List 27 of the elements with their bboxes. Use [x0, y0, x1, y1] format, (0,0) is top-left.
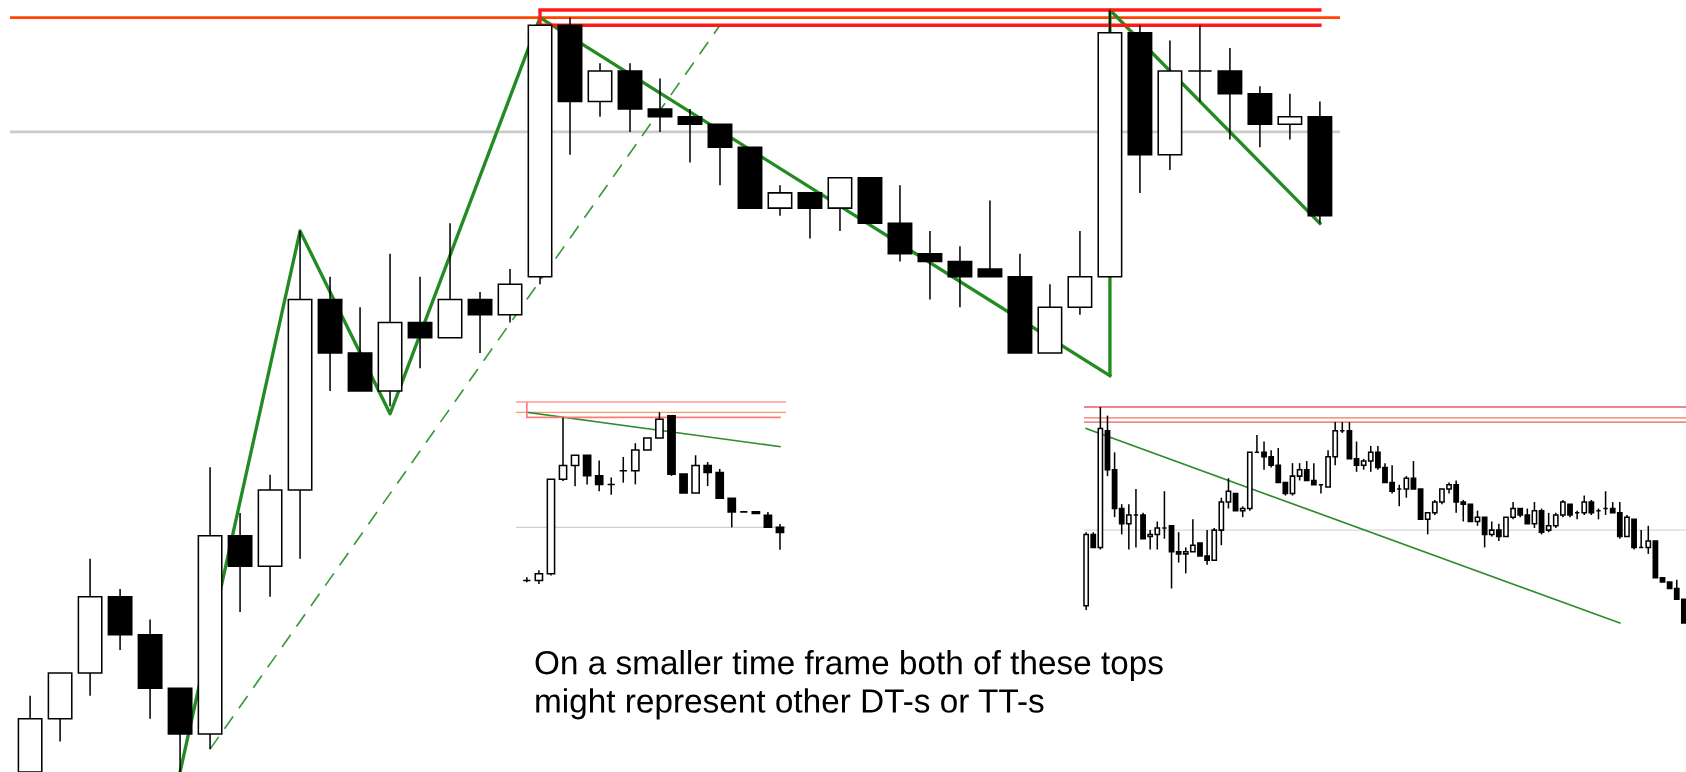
candlestick: [594, 459, 604, 493]
candlestick: [1353, 440, 1360, 473]
candlestick: [407, 275, 433, 369]
candlestick: [917, 230, 943, 301]
candlestick: [655, 411, 664, 439]
candlestick: [767, 184, 793, 217]
candlestick: [977, 199, 1003, 278]
candlestick: [467, 291, 493, 354]
candlestick: [947, 245, 973, 308]
candlestick: [727, 497, 737, 529]
candlestick: [570, 454, 580, 487]
candlestick: [679, 473, 688, 494]
candlestick: [647, 77, 673, 133]
candlestick: [703, 461, 713, 487]
candlestick: [630, 442, 640, 486]
annotation: On a smaller time frame both of these tops might represent other DT-s or TT-s: [535, 650, 1163, 720]
candlestick: [1217, 47, 1243, 141]
candlestick: [1225, 477, 1232, 510]
candlestick: [677, 108, 703, 164]
candlestick: [1645, 525, 1652, 555]
candlestick: [558, 416, 568, 482]
candlestick: [707, 123, 733, 187]
candlestick: [1403, 475, 1410, 499]
candlestick: [1187, 24, 1213, 103]
candlestick: [582, 454, 592, 486]
candlestick: [1277, 93, 1303, 141]
candlestick: [797, 192, 823, 240]
